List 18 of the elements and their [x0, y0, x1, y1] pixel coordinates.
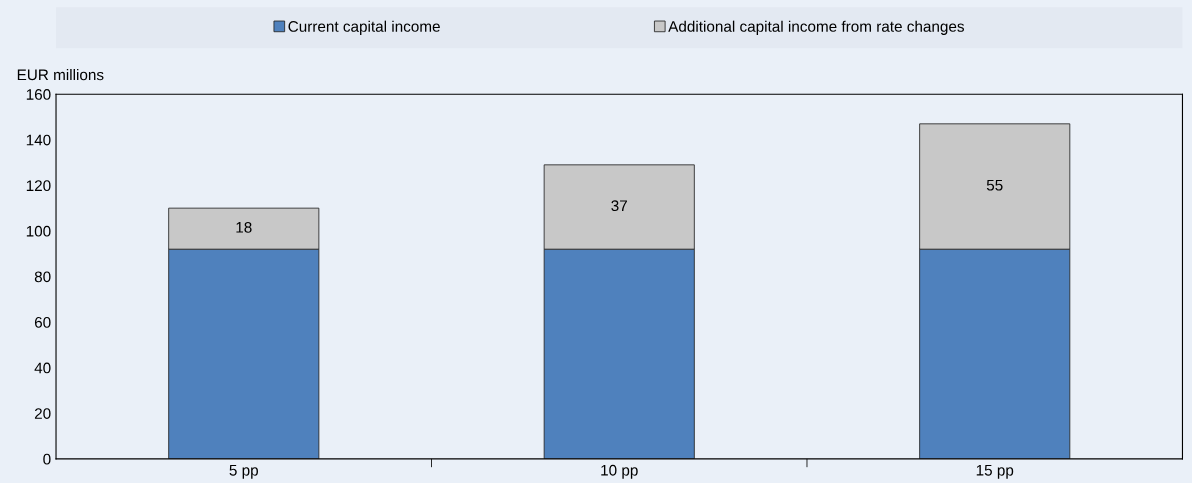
y-tick-label: 0 [43, 453, 51, 465]
y-tick-label: 120 [26, 180, 51, 192]
y-tick-label: 60 [34, 316, 51, 328]
y-tick-label: 40 [34, 362, 51, 374]
y-tick-label: 100 [26, 225, 51, 237]
data-label: 18 [236, 221, 252, 233]
x-tick-label: 5 pp [229, 464, 258, 479]
data-label: 37 [611, 200, 627, 212]
y-axis-title: EUR millions [17, 69, 104, 81]
x-tick-label: 10 pp [601, 464, 638, 479]
legend-label: Current capital income [288, 20, 440, 35]
y-tick-label: 140 [26, 134, 51, 146]
y-tick-label: 160 [26, 89, 51, 100]
x-tick-label: 15 pp [976, 464, 1014, 479]
legend-label: Additional capital income from rate changes [668, 20, 964, 35]
y-tick-label: 80 [34, 271, 51, 283]
y-tick-label: 20 [34, 408, 51, 419]
data-label: 55 [986, 179, 1003, 191]
